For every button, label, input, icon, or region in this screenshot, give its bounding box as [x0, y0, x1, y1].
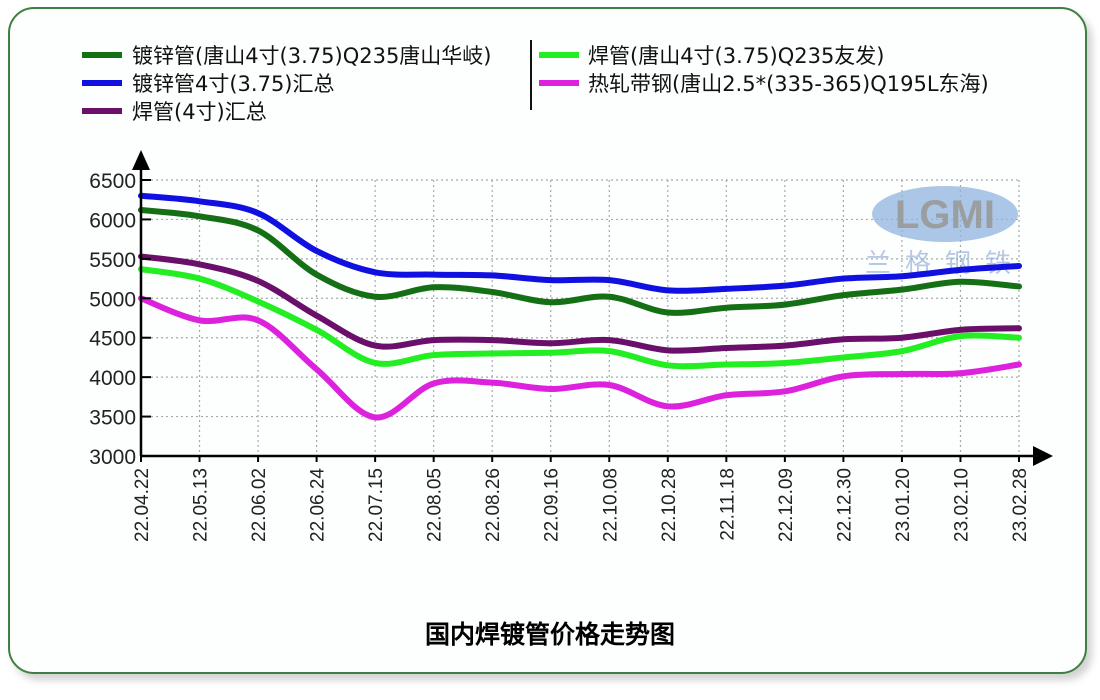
y-axis-arrow-icon — [132, 150, 150, 170]
y-tick-label: 4000 — [89, 367, 136, 390]
y-tick-label: 3000 — [89, 446, 136, 469]
x-tick-label: 22.12.30 — [834, 468, 855, 542]
series-lines — [138, 192, 1022, 421]
x-tick-label: 23.01.20 — [893, 468, 914, 542]
legend-label: 镀锌管(唐山4寸(3.75)Q235唐山华岐) — [132, 44, 492, 68]
x-tick-label: 23.02.10 — [951, 468, 972, 542]
series-line — [138, 206, 1022, 316]
y-axis-ticks: 3000 3500 4000 4500 5000 5500 6000 6500 — [89, 170, 151, 469]
series-line — [138, 253, 1022, 354]
series-line — [138, 295, 1022, 421]
x-axis-ticks: 22.04.22 22.05.13 22.06.02 22.06.24 22.07.15… — [132, 456, 1031, 542]
x-tick-label: 22.12.09 — [776, 468, 797, 542]
x-tick-label: 22.08.05 — [425, 468, 446, 542]
x-tick-label: 23.02.28 — [1010, 468, 1031, 542]
legend-label: 焊管(4寸)汇总 — [132, 100, 267, 124]
y-tick-label: 6000 — [89, 209, 136, 232]
x-tick-label: 22.10.08 — [600, 468, 621, 542]
x-axis-arrow-icon — [1033, 446, 1053, 466]
legend-label: 焊管(唐山4寸(3.75)Q235友发) — [588, 44, 885, 68]
legend-label: 镀锌管4寸(3.75)汇总 — [132, 72, 335, 96]
y-tick-label: 5000 — [89, 288, 136, 311]
y-tick-label: 6500 — [89, 170, 136, 193]
watermark-ellipse — [872, 186, 1018, 242]
legend: 镀锌管(唐山4寸(3.75)Q235唐山华岐) 镀锌管4寸(3.75)汇总焊管(4… — [82, 40, 989, 124]
y-tick-label: 4500 — [89, 328, 136, 351]
x-tick-label: 22.09.16 — [542, 468, 563, 542]
y-tick-label: 5500 — [89, 249, 136, 272]
watermark-logo-text: LGMI — [895, 193, 995, 237]
y-tick-label: 3500 — [89, 407, 136, 430]
x-tick-label: 22.04.22 — [132, 468, 153, 542]
axes — [132, 150, 1053, 466]
series-line — [138, 266, 1022, 370]
chart-title: 国内焊镀管价格走势图 — [425, 620, 675, 649]
x-tick-label: 22.10.28 — [659, 468, 680, 542]
x-tick-label: 22.06.02 — [249, 468, 270, 542]
series-line — [138, 192, 1022, 294]
x-tick-label: 22.06.24 — [308, 468, 329, 542]
x-tick-label: 22.08.26 — [483, 468, 504, 542]
x-tick-label: 22.11.18 — [717, 468, 738, 541]
legend-label: 热轧带钢(唐山2.5*(335-365)Q195L东海) — [588, 72, 989, 96]
x-tick-label: 22.05.13 — [191, 468, 212, 542]
x-tick-label: 22.07.15 — [366, 468, 387, 542]
